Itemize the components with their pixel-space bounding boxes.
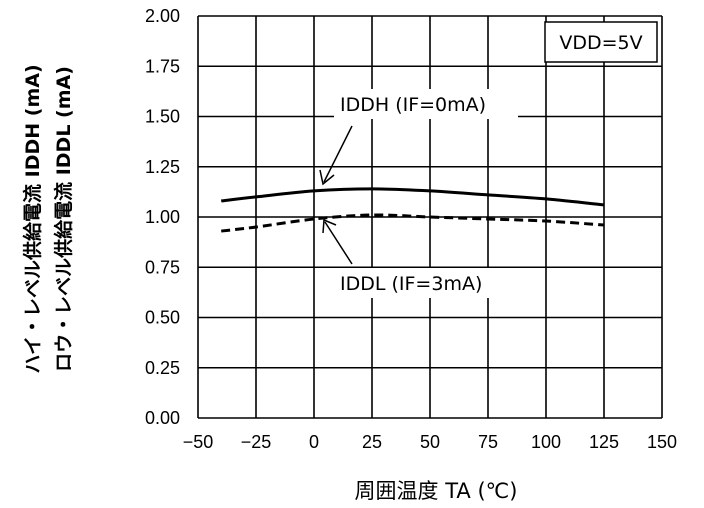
x-tick-label: 75 xyxy=(478,432,498,452)
annotation-iddl: IDDL (IF=3mA) xyxy=(340,273,482,295)
tick-labels: −50 −25 0 25 50 75 100 125 150 0.00 0.25 0.50 0.75 1.… xyxy=(145,6,677,452)
x-tick-label: 125 xyxy=(589,432,619,452)
x-tick-label: 0 xyxy=(309,432,319,452)
y-axis-title-1: ハイ・レベル供給電流 IDDH (mA) xyxy=(21,64,44,373)
y-tick-label: 1.25 xyxy=(145,157,180,177)
annotation-arrows xyxy=(319,125,353,265)
y-axis-title-2: ロウ・レベル供給電流 IDDL (mA) xyxy=(52,66,75,372)
arrow-iddh-line xyxy=(323,125,353,183)
condition-box xyxy=(544,21,658,63)
x-tick-label: 50 xyxy=(420,432,440,452)
arrow-iddh-head xyxy=(319,169,335,186)
y-tick-label: 2.00 xyxy=(145,6,180,26)
y-tick-label: 0.75 xyxy=(145,257,180,277)
x-tick-label: −50 xyxy=(183,432,214,452)
arrow-iddl-head xyxy=(322,218,337,234)
y-tick-label: 1.00 xyxy=(145,207,180,227)
annotation-iddh-bg xyxy=(334,89,518,119)
annotation-iddl-bg xyxy=(334,268,518,298)
x-tick-label: 150 xyxy=(647,432,677,452)
condition-box-text: VDD=5V xyxy=(559,32,642,54)
x-tick-label: 100 xyxy=(531,432,561,452)
grid xyxy=(197,15,663,419)
y-tick-label: 1.75 xyxy=(145,56,180,76)
x-tick-label: 25 xyxy=(362,432,382,452)
series-layer xyxy=(221,187,605,233)
y-tick-label: 0.50 xyxy=(145,308,180,328)
annotation-iddh: IDDH (IF=0mA) xyxy=(340,94,486,116)
series-line-iddh xyxy=(221,187,605,207)
x-tick-label: −25 xyxy=(241,432,272,452)
y-tick-label: 0.00 xyxy=(145,408,180,428)
arrow-iddl-line xyxy=(324,221,353,265)
y-tick-label: 0.25 xyxy=(145,358,180,378)
x-axis-title: 周囲温度 TA (℃) xyxy=(355,479,518,503)
y-tick-label: 1.50 xyxy=(145,107,180,127)
